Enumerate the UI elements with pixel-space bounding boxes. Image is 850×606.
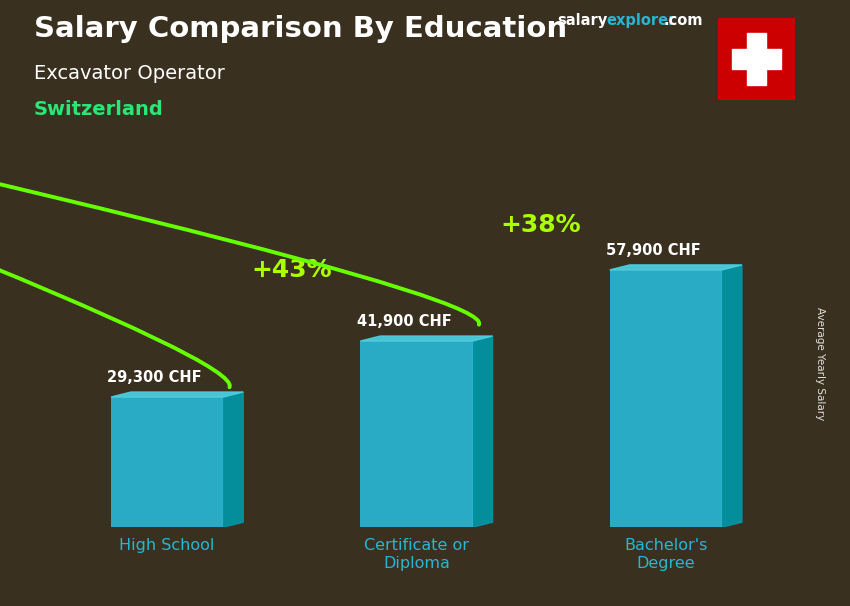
Polygon shape [224, 392, 243, 527]
Polygon shape [360, 336, 492, 341]
Polygon shape [111, 392, 243, 397]
Text: .com: .com [664, 13, 703, 28]
Polygon shape [722, 265, 742, 527]
Text: +38%: +38% [501, 213, 581, 238]
Text: +43%: +43% [252, 258, 332, 282]
Text: salary: salary [557, 13, 607, 28]
Bar [609, 270, 722, 527]
Polygon shape [609, 265, 742, 270]
Text: 41,900 CHF: 41,900 CHF [357, 314, 451, 328]
Text: Salary Comparison By Education: Salary Comparison By Education [34, 15, 567, 43]
Text: Average Yearly Salary: Average Yearly Salary [815, 307, 825, 420]
Text: 57,900 CHF: 57,900 CHF [606, 242, 700, 258]
Polygon shape [473, 336, 492, 527]
Bar [360, 341, 473, 527]
Text: Switzerland: Switzerland [34, 100, 164, 119]
Bar [747, 33, 766, 85]
Text: Excavator Operator: Excavator Operator [34, 64, 225, 82]
Text: explorer: explorer [606, 13, 676, 28]
Text: 29,300 CHF: 29,300 CHF [107, 370, 202, 385]
Bar [732, 49, 781, 69]
Bar [111, 397, 224, 527]
